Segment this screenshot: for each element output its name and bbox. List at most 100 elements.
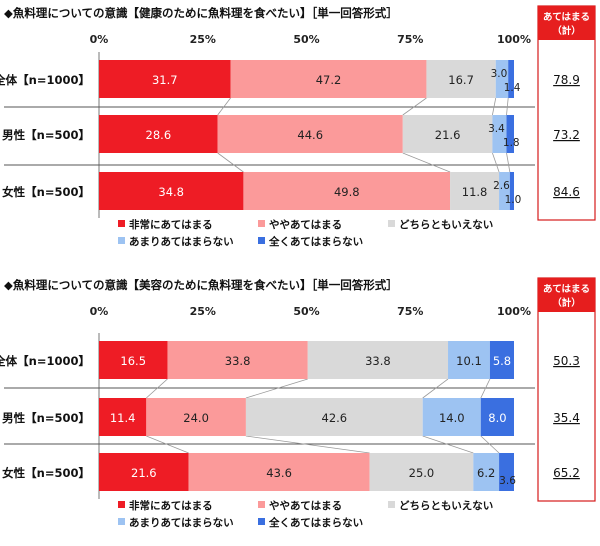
summary-header-bg bbox=[538, 6, 595, 40]
data-label: 6.2 bbox=[477, 466, 495, 480]
chart-title: ◆魚料理についての意識【美容のために魚料理を食べたい】［単一回答形式］ bbox=[4, 278, 398, 292]
summary-header-text: あてはまる bbox=[543, 11, 590, 23]
bar-segment bbox=[489, 341, 514, 379]
connector-line bbox=[506, 152, 511, 173]
legend-swatch bbox=[118, 220, 125, 227]
category-label: 女性【n=500】 bbox=[2, 466, 90, 480]
legend-label: どちらともいえない bbox=[399, 499, 493, 512]
legend-label: 非常にあてはまる bbox=[129, 499, 213, 512]
connector-line bbox=[422, 435, 474, 454]
bar-segment bbox=[99, 172, 244, 210]
bar-segment bbox=[450, 172, 500, 210]
data-label: 28.6 bbox=[146, 128, 172, 142]
summary-header-bg bbox=[538, 278, 595, 312]
bar-segment bbox=[448, 341, 490, 379]
x-tick-label: 25% bbox=[190, 33, 216, 46]
legend-swatch bbox=[258, 220, 265, 227]
data-label: 49.8 bbox=[334, 185, 360, 199]
data-label: 1.0 bbox=[505, 194, 522, 206]
connector-line bbox=[146, 378, 168, 399]
data-label: 33.8 bbox=[225, 354, 251, 368]
bar-segment bbox=[369, 453, 474, 491]
bar-segment bbox=[492, 115, 507, 153]
bar-segment bbox=[99, 398, 147, 436]
legend-swatch bbox=[118, 237, 125, 244]
bar-segment bbox=[426, 60, 496, 98]
data-label: 21.6 bbox=[435, 128, 461, 142]
connector-line bbox=[402, 152, 451, 173]
legend-swatch bbox=[258, 237, 265, 244]
connector-line bbox=[422, 378, 449, 399]
summary-value: 35.4 bbox=[553, 411, 580, 425]
summary-value: 73.2 bbox=[553, 128, 580, 142]
bar-segment bbox=[146, 398, 246, 436]
connector-line bbox=[245, 378, 308, 399]
bar-segment bbox=[217, 115, 403, 153]
bar-segment bbox=[307, 341, 449, 379]
x-tick-label: 75% bbox=[397, 305, 423, 318]
data-label: 34.8 bbox=[158, 185, 184, 199]
legend-swatch bbox=[388, 220, 395, 227]
connector-line bbox=[217, 97, 231, 116]
bar-segment bbox=[167, 341, 308, 379]
category-label: 男性【n=500】 bbox=[2, 128, 90, 142]
connector-line bbox=[146, 435, 189, 454]
connector-line bbox=[506, 97, 509, 116]
data-label: 10.1 bbox=[456, 354, 482, 368]
connector-line bbox=[492, 97, 497, 116]
summary-value: 78.9 bbox=[553, 73, 580, 87]
x-tick-label: 0% bbox=[90, 33, 109, 46]
legend-swatch bbox=[118, 518, 125, 525]
data-label: 11.8 bbox=[462, 185, 488, 199]
x-tick-label: 50% bbox=[293, 305, 319, 318]
summary-value: 65.2 bbox=[553, 466, 580, 480]
bar-segment bbox=[422, 398, 481, 436]
chart-title: ◆魚料理についての意識【健康のために魚料理を食べたい】［単一回答形式］ bbox=[4, 6, 398, 20]
connector-line bbox=[402, 97, 427, 116]
data-label: 31.7 bbox=[152, 73, 178, 87]
legend-label: あまりあてはまらない bbox=[129, 235, 234, 248]
legend-swatch bbox=[388, 501, 395, 508]
bar-segment bbox=[230, 60, 427, 98]
x-tick-label: 25% bbox=[190, 305, 216, 318]
bar-segment bbox=[402, 115, 493, 153]
data-label: 43.6 bbox=[266, 466, 292, 480]
legend-label: 非常にあてはまる bbox=[129, 218, 213, 231]
connector-line bbox=[245, 435, 370, 454]
data-label: 16.5 bbox=[120, 354, 146, 368]
bar-segment bbox=[188, 453, 370, 491]
connector-line bbox=[492, 152, 500, 173]
legend-label: ややあてはまる bbox=[269, 218, 342, 231]
data-label: 3.0 bbox=[491, 68, 508, 80]
data-label: 42.6 bbox=[322, 411, 348, 425]
x-tick-label: 50% bbox=[293, 33, 319, 46]
data-label: 21.6 bbox=[131, 466, 157, 480]
bar-segment bbox=[473, 453, 500, 491]
connector-line bbox=[480, 435, 500, 454]
bar-segment bbox=[495, 60, 509, 98]
summary-header-text: （計） bbox=[552, 25, 581, 37]
bar-segment bbox=[480, 398, 514, 436]
data-label: 33.8 bbox=[365, 354, 391, 368]
data-label: 8.0 bbox=[488, 411, 506, 425]
bar-segment bbox=[509, 172, 514, 210]
legend-label: ややあてはまる bbox=[269, 499, 342, 512]
legend-label: 全くあてはまらない bbox=[268, 516, 363, 529]
data-label: 1.8 bbox=[503, 137, 520, 149]
data-label: 16.7 bbox=[448, 73, 474, 87]
category-label: 女性【n=500】 bbox=[2, 185, 90, 199]
data-label: 1.4 bbox=[504, 82, 521, 94]
legend-swatch bbox=[258, 501, 265, 508]
bar-segment bbox=[245, 398, 423, 436]
summary-header-text: （計） bbox=[552, 297, 581, 309]
bar-segment bbox=[506, 115, 514, 153]
legend-swatch bbox=[258, 518, 265, 525]
bar-segment bbox=[508, 60, 514, 98]
x-tick-label: 100% bbox=[497, 305, 531, 318]
bar-segment bbox=[499, 453, 514, 491]
data-label: 47.2 bbox=[316, 73, 342, 87]
bar-segment bbox=[499, 172, 510, 210]
bar-segment bbox=[99, 341, 168, 379]
x-tick-label: 0% bbox=[90, 305, 109, 318]
